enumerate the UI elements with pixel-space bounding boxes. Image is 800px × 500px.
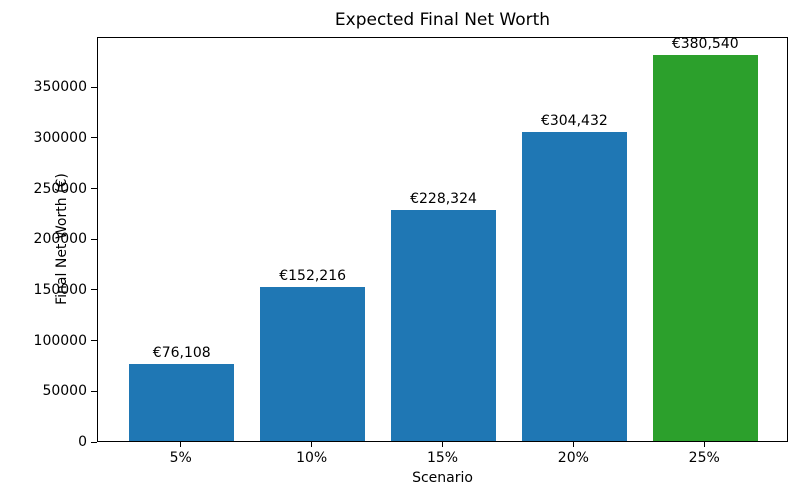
y-tick-mark bbox=[91, 86, 97, 88]
y-tick-mark bbox=[91, 188, 97, 190]
y-tick-label: 250000 bbox=[33, 180, 87, 197]
bar bbox=[260, 286, 365, 441]
x-tick-label: 25% bbox=[688, 450, 720, 466]
y-tick-label: 350000 bbox=[33, 79, 87, 96]
bar-value-label: €76,108 bbox=[152, 344, 211, 361]
y-tick-mark bbox=[91, 289, 97, 291]
x-tick-mark bbox=[180, 442, 182, 447]
x-tick-mark bbox=[442, 442, 443, 447]
y-tick-mark bbox=[91, 238, 97, 240]
y-tick-mark bbox=[91, 441, 97, 443]
chart-title: Expected Final Net Worth bbox=[334, 10, 551, 30]
y-tick-label: 200000 bbox=[33, 231, 87, 248]
y-tick-mark bbox=[91, 137, 97, 139]
x-tick-mark bbox=[572, 442, 574, 447]
y-tick-label: 300000 bbox=[33, 129, 87, 146]
plot-area: €76,108 €152,216 €228,324 €304,432 €380,540 bbox=[97, 36, 788, 442]
x-tick-label: 10% bbox=[296, 450, 328, 466]
bar-value-label: €380,540 bbox=[671, 36, 739, 53]
x-tick-mark bbox=[311, 442, 313, 447]
bar-value-label: €304,432 bbox=[540, 113, 608, 130]
y-tick-mark bbox=[91, 340, 97, 342]
bar bbox=[522, 132, 627, 441]
bar-value-label: €228,324 bbox=[410, 190, 477, 207]
x-tick-label: 15% bbox=[426, 450, 459, 466]
y-tick-label: 100000 bbox=[33, 332, 87, 349]
bar bbox=[391, 209, 496, 441]
bar bbox=[129, 363, 235, 441]
bar bbox=[652, 55, 758, 441]
bar-value-label: €152,216 bbox=[279, 267, 347, 284]
x-tick-label: 20% bbox=[557, 450, 589, 466]
x-tick-label: 5% bbox=[169, 450, 192, 466]
y-tick-label: 50000 bbox=[42, 383, 87, 400]
y-tick-label: 150000 bbox=[33, 281, 87, 298]
x-axis-label: Scenario bbox=[412, 470, 473, 486]
y-tick-mark bbox=[91, 390, 97, 392]
y-tick-label: 0 bbox=[78, 434, 87, 450]
x-tick-mark bbox=[703, 442, 705, 447]
